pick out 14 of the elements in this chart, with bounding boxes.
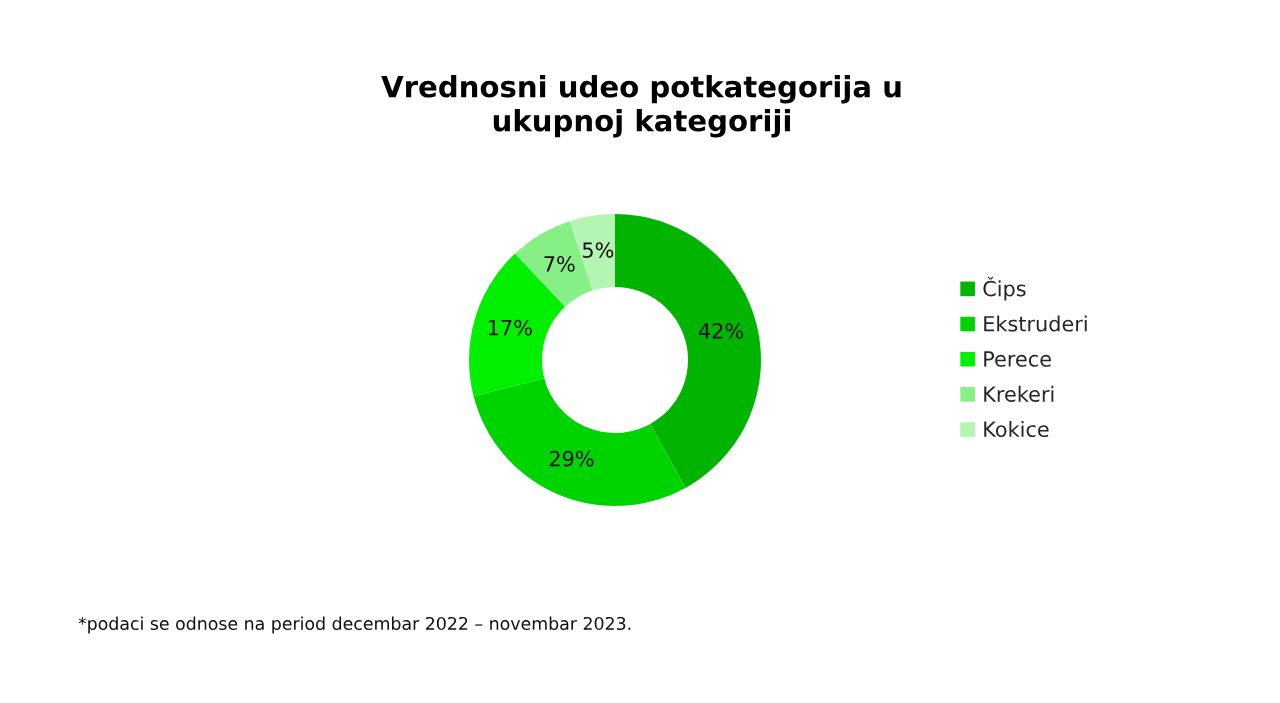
data-label: 7% <box>544 256 575 272</box>
data-label: 17% <box>488 319 532 336</box>
donut-slice <box>473 378 686 506</box>
legend-label: Krekeri <box>984 385 1054 402</box>
chart-title: Vrednosni udeo potkategorija u ukupnoj kategoriji <box>381 75 901 138</box>
text: *podaci se odnose na period decembar 2022 – novembar 2023. <box>78 616 631 634</box>
legend-label: Perece <box>984 351 1051 367</box>
data-label: 5% <box>582 242 614 258</box>
legend-label: Čips <box>983 276 1026 301</box>
data-label: 29% <box>549 450 594 467</box>
legend-label: Ekstruderi <box>984 315 1087 332</box>
data-label: 42% <box>698 323 744 339</box>
donut-slice <box>615 214 761 488</box>
legend-label: Kokice <box>984 420 1049 438</box>
